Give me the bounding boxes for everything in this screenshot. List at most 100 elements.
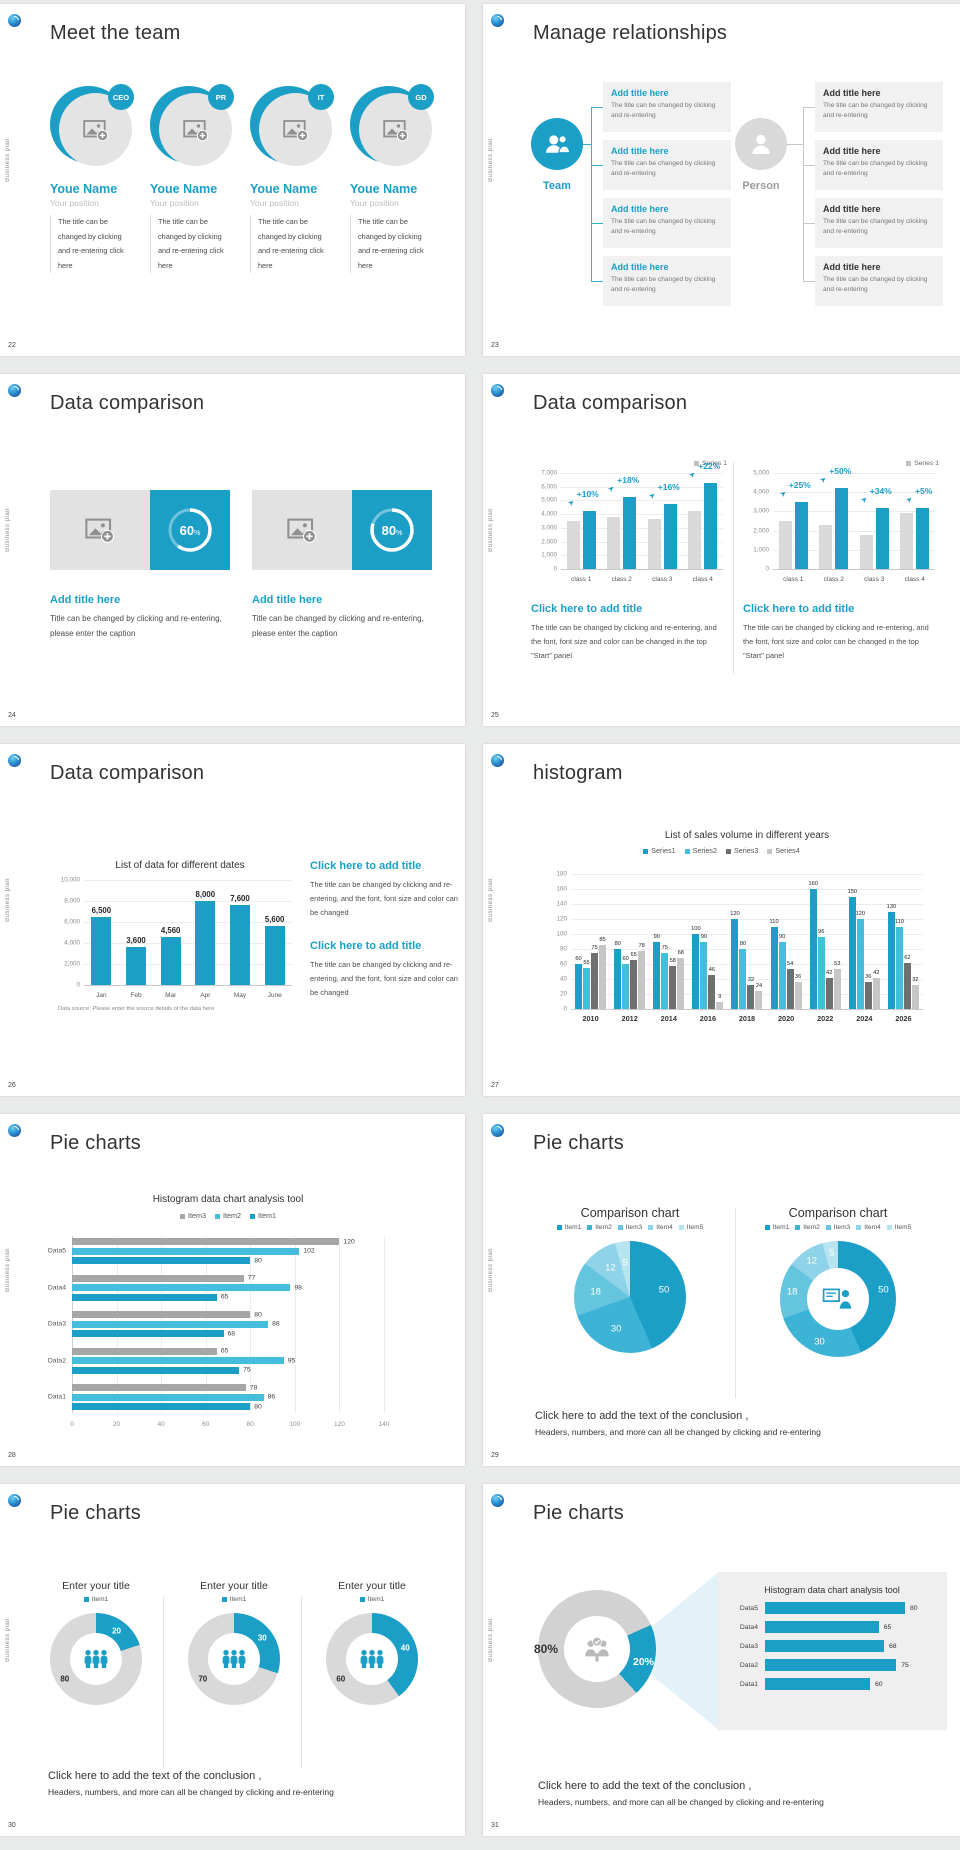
bar-group: +10% ➤ <box>566 473 599 569</box>
slide-title: Data comparison <box>50 762 205 784</box>
bar-value-label: 86 <box>267 1393 276 1401</box>
bar <box>688 510 702 569</box>
box-title: Add title here <box>611 204 669 214</box>
legend-item: Item1 <box>764 1224 789 1231</box>
slide-28-pie-charts[interactable]: Business plan Pie charts Histogram data … <box>0 1114 465 1466</box>
member-position: Your position <box>50 198 99 208</box>
legend-label: Item1 <box>257 1211 276 1220</box>
x-axis-labels: class 1 class 2 class 3 class 4 <box>773 571 935 583</box>
bar: 130 <box>887 904 896 1009</box>
panel-text: Add title here Title can be changed by c… <box>252 594 432 641</box>
legend-swatch <box>678 1224 684 1230</box>
x-category-label: class 3 <box>864 576 885 583</box>
percent-value: 80% <box>381 522 403 538</box>
slide-title: Pie charts <box>533 1502 624 1524</box>
chart-plot: 180 160 140 120 100 80 60 40 20 0 60 55 75 85 80 60 65 78… <box>556 871 923 1013</box>
legend-swatch <box>221 1596 227 1602</box>
slide-30-pie-charts[interactable]: Business plan Pie charts Enter your titl… <box>0 1484 465 1836</box>
conclusion-title: Click here to add the text of the conclu… <box>48 1770 334 1782</box>
bar: 90 <box>700 934 708 1009</box>
role-badge: CEO <box>108 84 134 110</box>
bar: +16% ➤ <box>647 482 680 569</box>
bar-value-label: 32 <box>912 977 919 983</box>
slide-23-manage-relationships[interactable]: Business plan Manage relationships Team … <box>483 4 960 356</box>
bar-value-label: 68 <box>889 1642 897 1650</box>
bar: 96 <box>817 929 825 1009</box>
bar-value-label: 36 <box>865 974 872 980</box>
bar-value-label: 9 <box>718 994 722 1001</box>
bar-value-label: 80 <box>739 941 747 947</box>
bar-row: Data3 68 <box>735 1640 933 1652</box>
legend: Item1 <box>28 1596 164 1603</box>
bar-group: +34% ➤ <box>858 473 892 569</box>
legend-swatch <box>886 1224 892 1230</box>
arrow-up-right-icon: ➤ <box>858 493 870 505</box>
gridline <box>294 1236 296 1413</box>
legend-label: Item2 <box>223 1211 241 1220</box>
y-tick-label: 20 <box>559 990 567 998</box>
team-members: CEO Youe Name Your position The title ca… <box>50 84 438 274</box>
slice-label: 5 <box>829 1247 835 1259</box>
slice-label: 30 <box>814 1336 825 1348</box>
category-label: Data1 <box>47 1393 66 1401</box>
legend-item: Series1 <box>643 846 676 855</box>
slide-29-pie-charts[interactable]: Business plan Pie charts Comparison char… <box>483 1114 960 1466</box>
gridline <box>84 943 292 944</box>
y-tick-label: 60 <box>559 960 567 968</box>
people-icon <box>70 1633 122 1685</box>
legend-item: Item4 <box>856 1224 881 1231</box>
bar: 80 <box>72 1257 262 1264</box>
legend-swatch <box>83 1596 89 1602</box>
bar-value-label: 110 <box>769 918 779 925</box>
member-description: The title can be changed by clicking and… <box>150 215 230 274</box>
y-tick-label: 3,000 <box>753 507 769 515</box>
member-description: The title can be changed by clicking and… <box>50 215 130 274</box>
growth-annotation: +50% ➤ <box>818 466 851 485</box>
box-title: Add title here <box>823 204 881 214</box>
slide-26-data-comparison[interactable]: Business plan Data comparison List of da… <box>0 744 465 1096</box>
bar-value-label: 7,600 <box>230 894 250 904</box>
page-number: 28 <box>8 1452 16 1459</box>
bar-value-label: 75 <box>661 944 668 951</box>
grouped-column-chart: 5,000 4,000 3,000 2,000 1,000 0 +25% ➤ +50% ➤ +34%… <box>753 466 935 583</box>
slide-24-data-comparison[interactable]: Business plan Data comparison 60% Add ti… <box>0 374 465 726</box>
x-category-label: Feb <box>130 992 142 999</box>
slide-27-histogram[interactable]: Business plan histogram List of sales vo… <box>483 744 960 1096</box>
growth-annotation: +16% ➤ <box>647 482 680 501</box>
slide-title: Data comparison <box>50 392 205 414</box>
bar-group: 110 90 54 36 <box>769 874 802 1009</box>
divider <box>301 1596 302 1768</box>
legend-label: Series4 <box>775 846 800 855</box>
bar-value-label: 32 <box>747 977 755 983</box>
category-label: Data4 <box>739 1623 758 1631</box>
bar-value-label: 88 <box>272 1320 280 1328</box>
legend-label: Series 1 <box>914 460 939 467</box>
slice-label: 18 <box>786 1286 798 1298</box>
bar-value-label: 160 <box>808 881 818 887</box>
growth-label: +10% <box>576 489 599 500</box>
bar-value-label: 85 <box>599 937 606 944</box>
connector <box>803 107 815 108</box>
bar <box>900 513 914 569</box>
bar-group: Data2 65 95 75 <box>48 1347 384 1374</box>
slide-31-pie-charts[interactable]: Business plan Pie charts 80% 20% Histogr… <box>483 1484 960 1836</box>
bar-group: +22% ➤ <box>687 461 720 569</box>
bar: 53 <box>833 961 841 1009</box>
slide-22-meet-the-team[interactable]: Business plan Meet the team CEO Youe Nam… <box>0 4 465 356</box>
x-category-label: class 2 <box>611 576 632 583</box>
legend-swatch <box>617 1224 623 1230</box>
slice-label: 12 <box>806 1255 818 1267</box>
block-body: The title can be changed by clicking and… <box>310 960 458 998</box>
legend-item: Item5 <box>886 1224 911 1231</box>
growth-annotation: +18% ➤ <box>606 475 639 494</box>
legend-swatch <box>906 460 912 466</box>
x-category-label: 2020 <box>777 1014 795 1023</box>
y-tick-label: 8,000 <box>64 897 80 905</box>
bar-value-label: 90 <box>700 933 708 940</box>
slide-25-data-comparison[interactable]: Business plan Data comparison Series 1 7… <box>483 374 960 726</box>
slice-label: 50 <box>658 1284 670 1296</box>
bar: 24 <box>755 983 763 1009</box>
gray-value-label: 80 <box>60 1674 70 1683</box>
block-title: Click here to add title <box>310 860 422 872</box>
